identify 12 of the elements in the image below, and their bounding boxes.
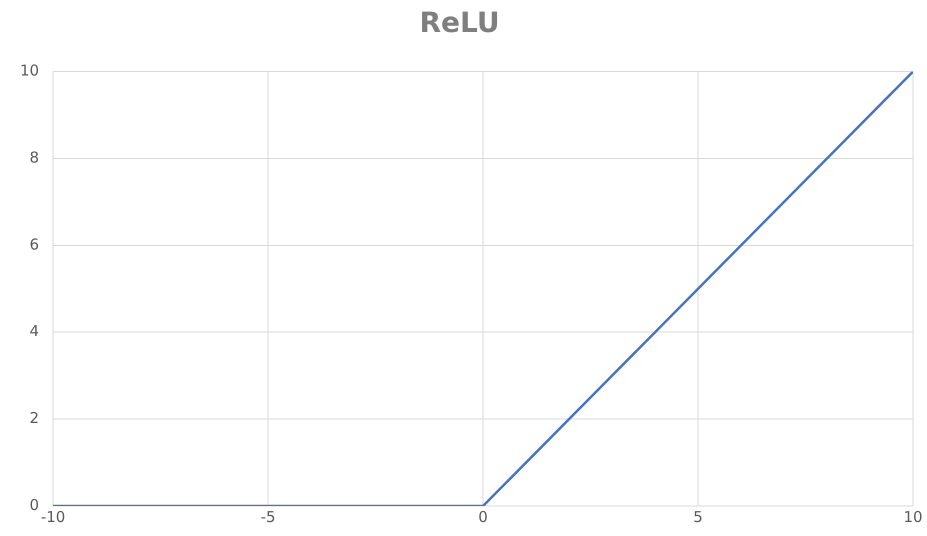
y-tick-label: 0 xyxy=(30,496,40,514)
x-tick-label: 10 xyxy=(903,508,923,526)
y-tick-label: 6 xyxy=(30,235,40,254)
x-tick-label: 5 xyxy=(693,508,703,526)
x-tick-label: 0 xyxy=(478,508,488,526)
x-tick-label: -10 xyxy=(40,508,66,526)
y-tick-label: 10 xyxy=(20,61,40,80)
y-tick-label: 8 xyxy=(30,148,40,166)
y-tick-label: 4 xyxy=(30,322,40,340)
y-tick-label: 2 xyxy=(30,409,40,428)
x-tick-label: -5 xyxy=(260,508,276,526)
chart-title: ReLU xyxy=(419,6,500,40)
